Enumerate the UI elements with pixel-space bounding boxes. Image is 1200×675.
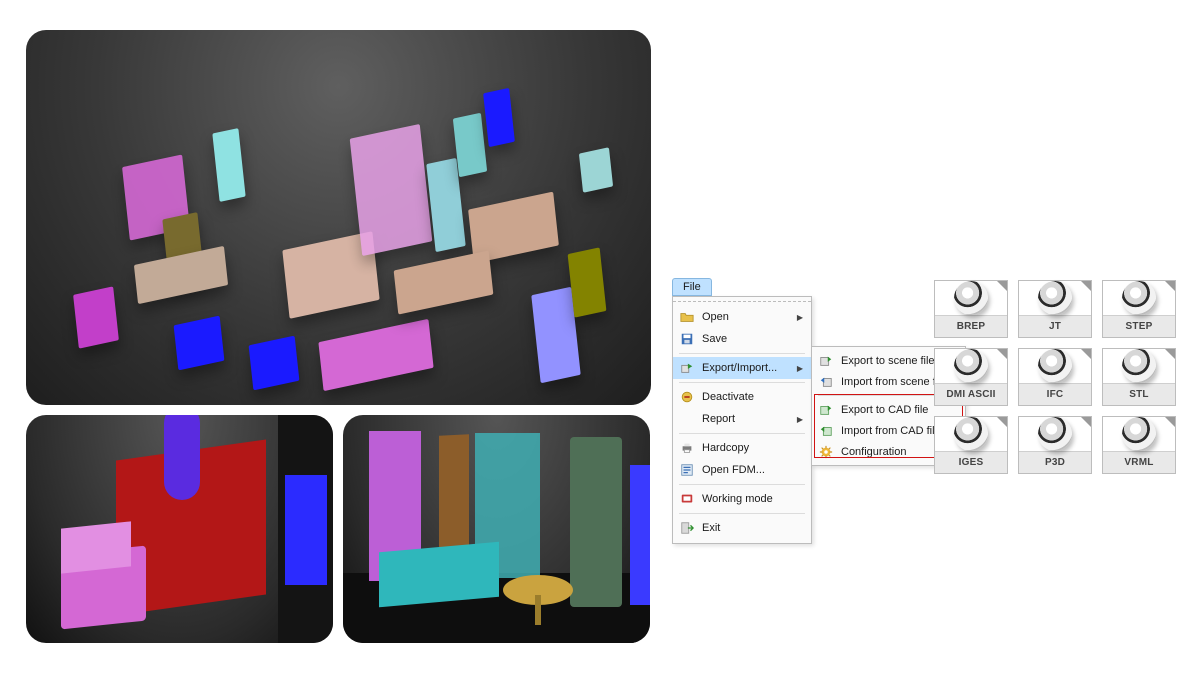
format-caption: BREP xyxy=(935,315,1007,337)
wheel-icon xyxy=(1038,281,1072,315)
menu-item-label: Hardcopy xyxy=(702,442,803,454)
format-caption: JT xyxy=(1019,315,1091,337)
format-thumbnail xyxy=(1103,349,1175,383)
format-tile-brep[interactable]: BREP xyxy=(934,280,1008,338)
format-tile-p3d[interactable]: P3D xyxy=(1018,416,1092,474)
menu-item-open-fdm[interactable]: Open FDM... xyxy=(673,459,811,481)
menu-separator xyxy=(679,484,805,485)
menu-item-working-mode[interactable]: Working mode xyxy=(673,488,811,510)
menu-item-label: Open FDM... xyxy=(702,464,803,476)
format-thumbnail xyxy=(1019,349,1091,383)
format-tile-step[interactable]: STEP xyxy=(1102,280,1176,338)
menu-separator xyxy=(679,353,805,354)
format-tile-iges[interactable]: IGES xyxy=(934,416,1008,474)
menu-item-label: Working mode xyxy=(702,493,803,505)
scene-export-icon xyxy=(818,353,834,369)
cad-preview-large[interactable] xyxy=(26,30,651,405)
format-thumbnail xyxy=(1103,281,1175,315)
wheel-icon xyxy=(954,281,988,315)
wheel-icon xyxy=(1122,349,1156,383)
format-tile-stl[interactable]: STL xyxy=(1102,348,1176,406)
format-thumbnail xyxy=(935,349,1007,383)
wheel-icon xyxy=(954,417,988,451)
menu-item-open[interactable]: Open ▶ xyxy=(673,306,811,328)
format-caption: STL xyxy=(1103,383,1175,405)
cad-preview-small-left[interactable] xyxy=(26,415,333,643)
format-caption: IGES xyxy=(935,451,1007,473)
format-thumbnail xyxy=(1103,417,1175,451)
menu-item-save[interactable]: Save xyxy=(673,328,811,350)
menu-separator xyxy=(679,433,805,434)
menu-item-label: Deactivate xyxy=(702,391,803,403)
menu-item-label: Save xyxy=(702,333,803,345)
wheel-icon xyxy=(1038,417,1072,451)
wheel-icon xyxy=(1122,417,1156,451)
submenu-arrow-icon: ▶ xyxy=(797,364,803,373)
menu-item-export-import[interactable]: Export/Import... ▶ xyxy=(673,357,811,379)
submenu-arrow-icon: ▶ xyxy=(797,415,803,424)
cad-preview-panels xyxy=(26,30,651,643)
format-caption: P3D xyxy=(1019,451,1091,473)
menu-item-report[interactable]: Report ▶ xyxy=(673,408,811,430)
menu-item-label: Report xyxy=(702,413,790,425)
export-icon xyxy=(679,360,695,376)
menu-item-label: Export/Import... xyxy=(702,362,790,374)
menu-item-deactivate[interactable]: Deactivate xyxy=(673,386,811,408)
menu-item-label: Exit xyxy=(702,522,803,534)
format-tile-ifc[interactable]: IFC xyxy=(1018,348,1092,406)
menu-separator xyxy=(679,382,805,383)
menu-item-exit[interactable]: Exit xyxy=(673,517,811,539)
format-caption: VRML xyxy=(1103,451,1175,473)
file-menu-dropdown: Open ▶ Save Export/Import... ▶ Deactivate Repo… xyxy=(672,296,812,544)
fdm-icon xyxy=(679,462,695,478)
menu-item-label: Open xyxy=(702,311,790,323)
format-thumbnail xyxy=(935,281,1007,315)
file-menu: File Open ▶ Save Export/Import... ▶ Deactivat… xyxy=(672,278,812,544)
format-grid: BREP JT STEP DMI ASCII IFC STL IGES P3D VRML xyxy=(934,280,1176,474)
cad-preview-small-right[interactable] xyxy=(343,415,650,643)
format-thumbnail xyxy=(1019,281,1091,315)
wheel-icon xyxy=(1038,349,1072,383)
blank-icon xyxy=(679,411,695,427)
exit-icon xyxy=(679,520,695,536)
folder-open-icon xyxy=(679,309,695,325)
submenu-arrow-icon: ▶ xyxy=(797,313,803,322)
file-menu-title[interactable]: File xyxy=(672,278,712,296)
cad-export-icon xyxy=(818,402,834,418)
format-tile-dmi-ascii[interactable]: DMI ASCII xyxy=(934,348,1008,406)
format-thumbnail xyxy=(1019,417,1091,451)
deactivate-icon xyxy=(679,389,695,405)
menu-item-hardcopy[interactable]: Hardcopy xyxy=(673,437,811,459)
format-caption: DMI ASCII xyxy=(935,383,1007,405)
menu-separator xyxy=(679,513,805,514)
format-caption: IFC xyxy=(1019,383,1091,405)
save-icon xyxy=(679,331,695,347)
format-tile-vrml[interactable]: VRML xyxy=(1102,416,1176,474)
printer-icon xyxy=(679,440,695,456)
wheel-icon xyxy=(954,349,988,383)
cad-import-icon xyxy=(818,423,834,439)
format-caption: STEP xyxy=(1103,315,1175,337)
format-thumbnail xyxy=(935,417,1007,451)
format-tile-jt[interactable]: JT xyxy=(1018,280,1092,338)
config-icon xyxy=(818,444,834,460)
wheel-icon xyxy=(1122,281,1156,315)
scene-import-icon xyxy=(818,374,834,390)
mode-icon xyxy=(679,491,695,507)
